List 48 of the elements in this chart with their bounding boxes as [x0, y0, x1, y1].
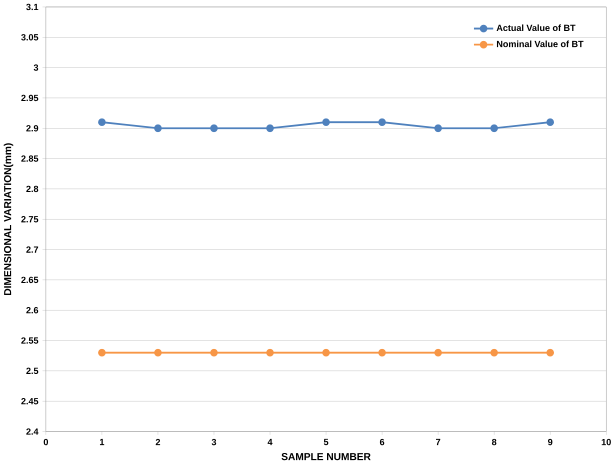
- y-tick-label: 2.65: [21, 276, 38, 284]
- legend-label: Actual Value of BT: [496, 24, 576, 32]
- point: [490, 348, 498, 357]
- point: [154, 348, 162, 357]
- y-tick-label: 3.05: [21, 34, 38, 40]
- x-tick-label: 6: [380, 438, 384, 446]
- y-tick-label: 2.4: [26, 428, 38, 435]
- x-tick-label: 1: [100, 438, 104, 446]
- x-tick-label: 2: [156, 438, 160, 446]
- point: [434, 348, 442, 357]
- y-tick-label: 2.45: [21, 398, 38, 404]
- y-tick-label: 2.75: [21, 216, 38, 222]
- y-tick-label: 2.8: [26, 186, 38, 192]
- x-tick-label: 4: [268, 438, 272, 446]
- point: [266, 348, 274, 357]
- point: [546, 348, 554, 357]
- y-tick-label: 2.9: [26, 125, 38, 132]
- point: [490, 124, 498, 132]
- x-tick-label: 0: [44, 438, 48, 446]
- point: [210, 124, 218, 132]
- point: [98, 348, 106, 357]
- y-tick-label: 2.55: [21, 337, 38, 344]
- point: [434, 124, 442, 132]
- point: [98, 118, 106, 126]
- x-tick-label: 10: [602, 438, 611, 446]
- y-tick-label: 2.95: [21, 94, 38, 102]
- point: [154, 124, 162, 132]
- point: [266, 124, 274, 132]
- x-tick-label: 9: [548, 438, 552, 446]
- point: [322, 118, 330, 126]
- x-tick-label: 5: [324, 438, 328, 446]
- y-tick-label: 3.1: [26, 4, 38, 10]
- point: [322, 348, 330, 357]
- x-tick-label: 3: [212, 438, 216, 446]
- y-tick-label: 2.7: [26, 246, 38, 253]
- point: [378, 118, 386, 126]
- x-tick-label: 7: [436, 438, 440, 446]
- point: [378, 348, 386, 357]
- legend-label: Nominal Value of BT: [496, 40, 584, 48]
- y-axis-title: DIMENSIONAL VARIATION(mm): [4, 143, 14, 296]
- x-axis-title: SAMPLE NUMBER: [282, 453, 371, 460]
- point: [210, 348, 218, 357]
- y-tick-label: 2.6: [26, 307, 38, 314]
- x-tick-label: 8: [492, 438, 496, 446]
- y-tick-label: 3: [34, 64, 38, 71]
- point: [546, 118, 554, 126]
- y-tick-label: 2.5: [26, 368, 38, 374]
- y-tick-label: 2.85: [21, 155, 38, 162]
